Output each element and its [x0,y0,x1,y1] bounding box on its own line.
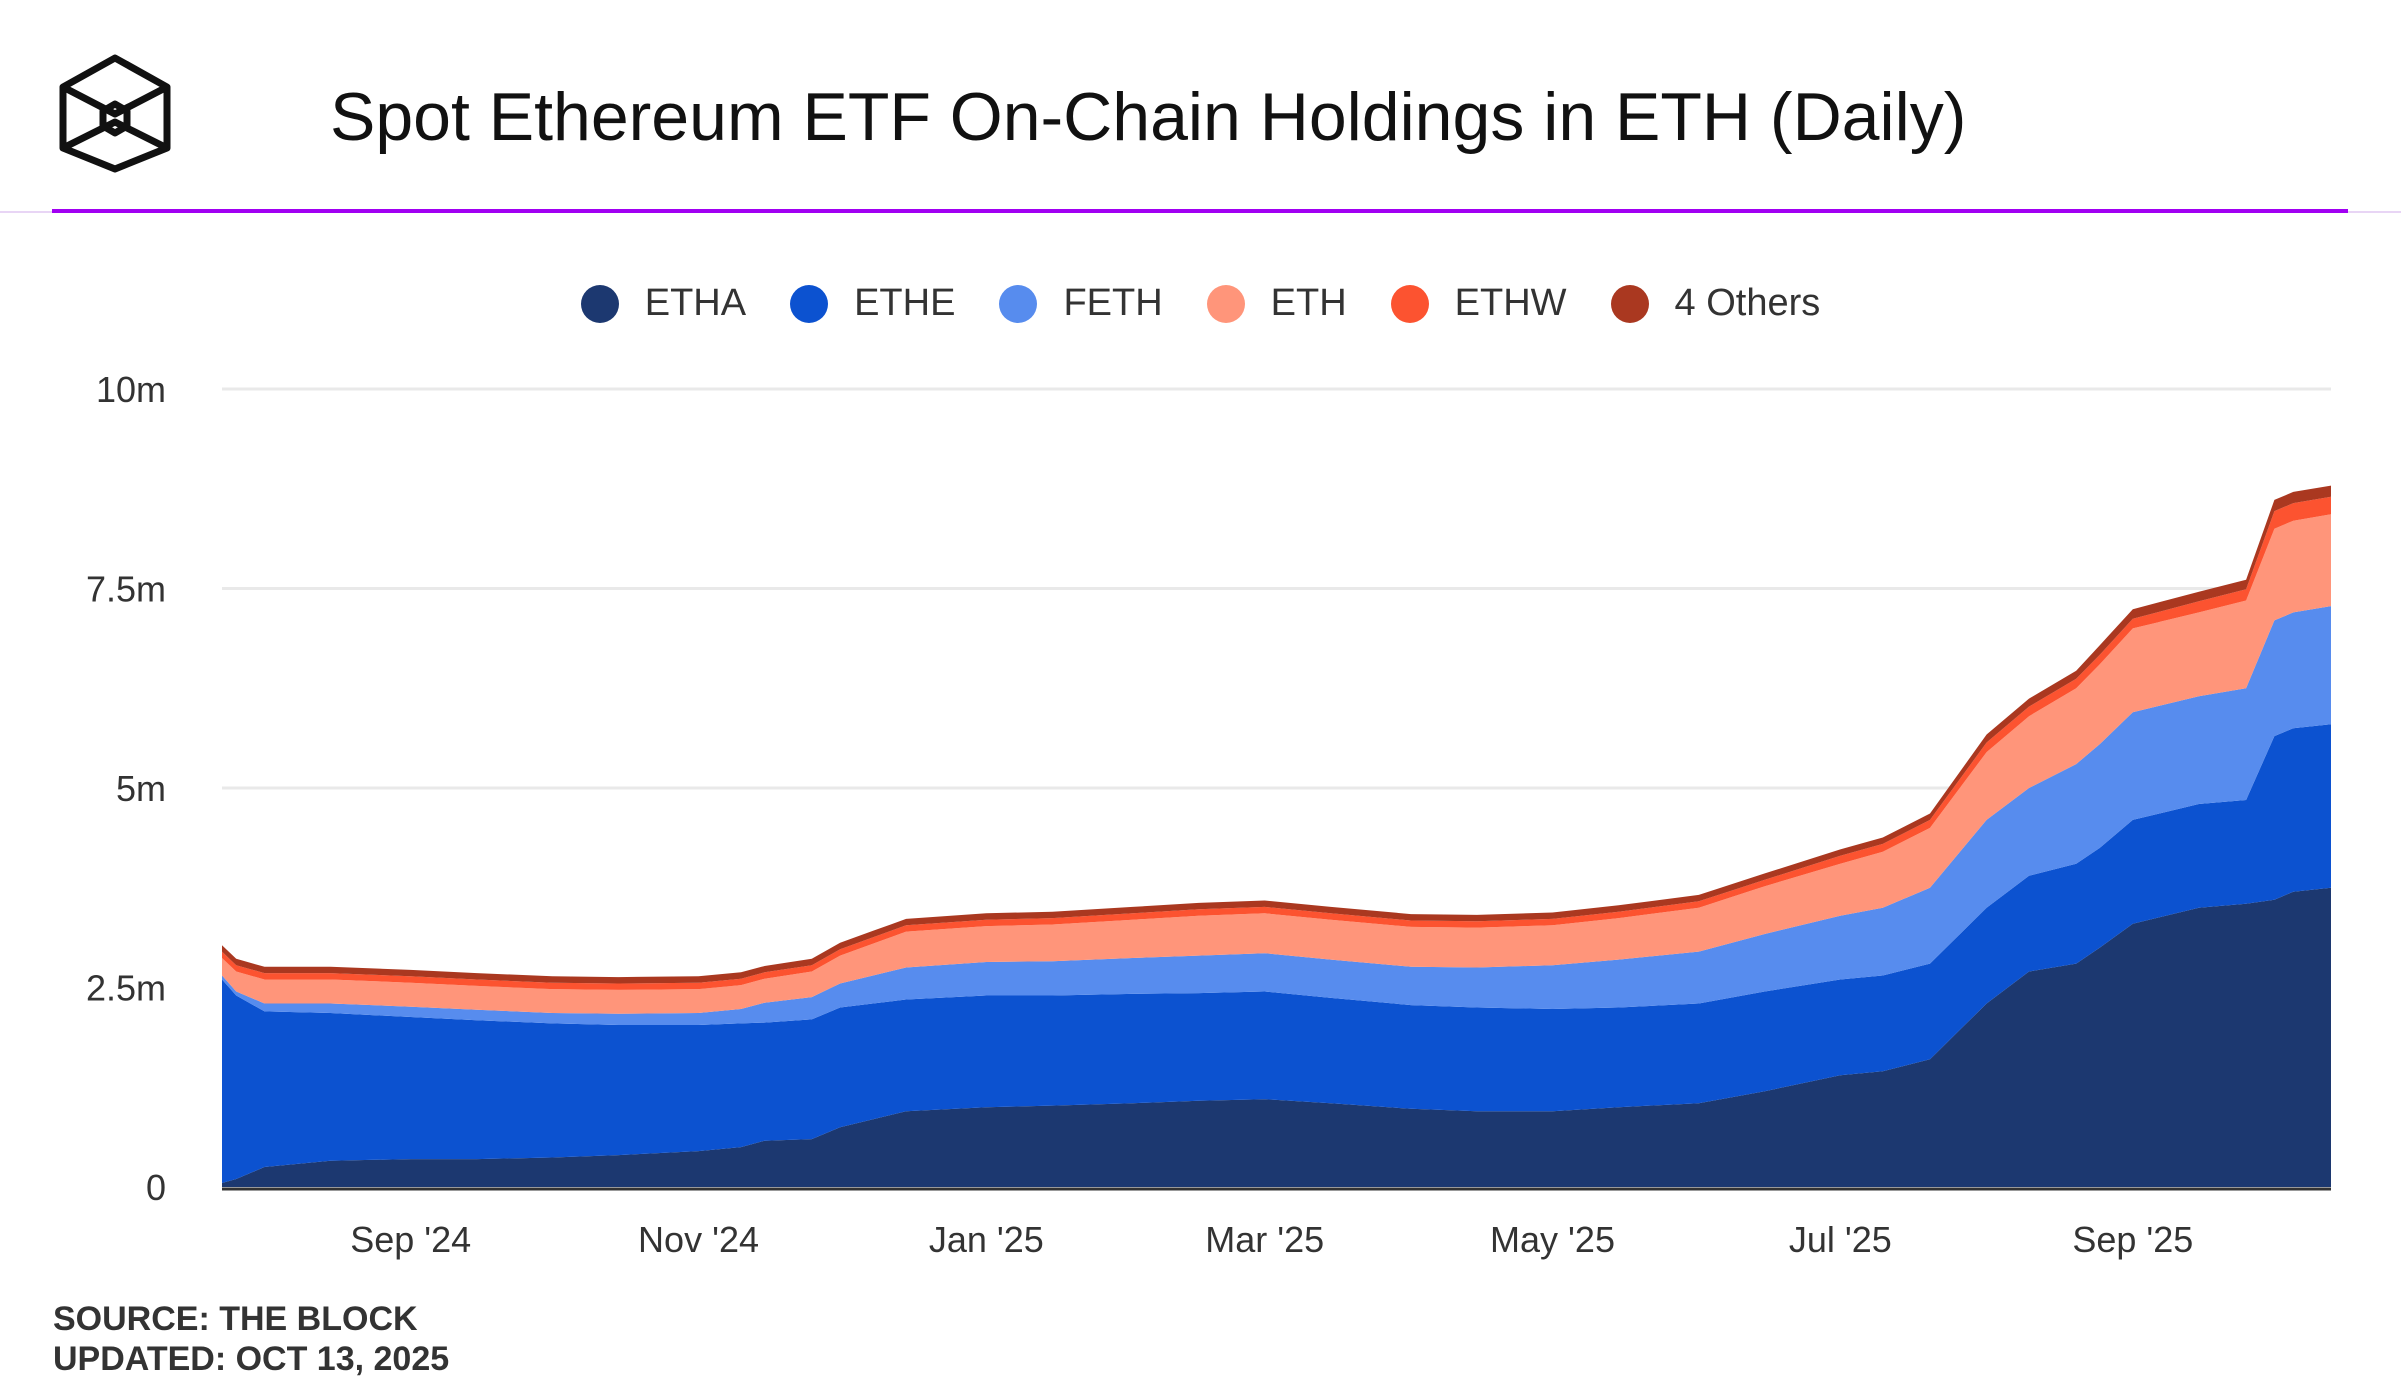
updated-label: UPDATED: OCT 13, 2025 [53,1340,450,1378]
legend-item-ethe[interactable]: ETHE [790,282,955,325]
header-accent-line [52,209,2348,213]
legend-item-feth[interactable]: FETH [999,282,1163,325]
area-series-eth[interactable] [222,514,2331,1014]
the-block-logo-icon [55,52,175,174]
legend-item-4-others[interactable]: 4 Others [1610,282,1821,325]
x-tick-label: Sep '24 [350,1219,471,1260]
legend-swatch [790,284,829,323]
area-series-ethe[interactable] [222,724,2331,1183]
legend-item-etha[interactable]: ETHA [580,282,747,325]
legend-swatch [1206,284,1245,323]
legend-label: 4 Others [1674,282,1821,324]
legend-swatch [580,284,619,323]
source-label: SOURCE: THE BLOCK [53,1300,418,1338]
x-tick-label: Mar '25 [1205,1219,1324,1260]
y-tick-label: 5m [116,768,166,809]
legend-swatch [999,284,1038,323]
area-series-etha[interactable] [222,887,2331,1187]
legend-label: FETH [1063,282,1163,324]
x-tick-label: Sep '25 [2072,1219,2193,1260]
legend-label: ETHA [644,282,747,324]
legend-item-eth[interactable]: ETH [1206,282,1347,325]
legend-item-ethw[interactable]: ETHW [1390,282,1567,325]
y-tick-label: 10m [96,369,166,410]
x-tick-label: Nov '24 [638,1219,759,1260]
legend-label: ETH [1270,282,1347,324]
legend-label: ETHW [1454,282,1567,324]
x-tick-label: May '25 [1490,1219,1615,1260]
y-tick-label: 2.5m [86,968,166,1009]
y-tick-label: 0 [146,1167,166,1208]
chart-legend: ETHA ETHE FETH ETH ETHW 4 Others [0,282,2401,325]
legend-swatch [1390,284,1429,323]
legend-label: ETHE [854,282,956,324]
legend-swatch [1610,284,1649,323]
y-tick-label: 7.5m [86,569,166,610]
x-tick-label: Jul '25 [1789,1219,1892,1260]
chart-title: Spot Ethereum ETF On-Chain Holdings in E… [330,79,1967,155]
x-tick-label: Jan '25 [929,1219,1044,1260]
